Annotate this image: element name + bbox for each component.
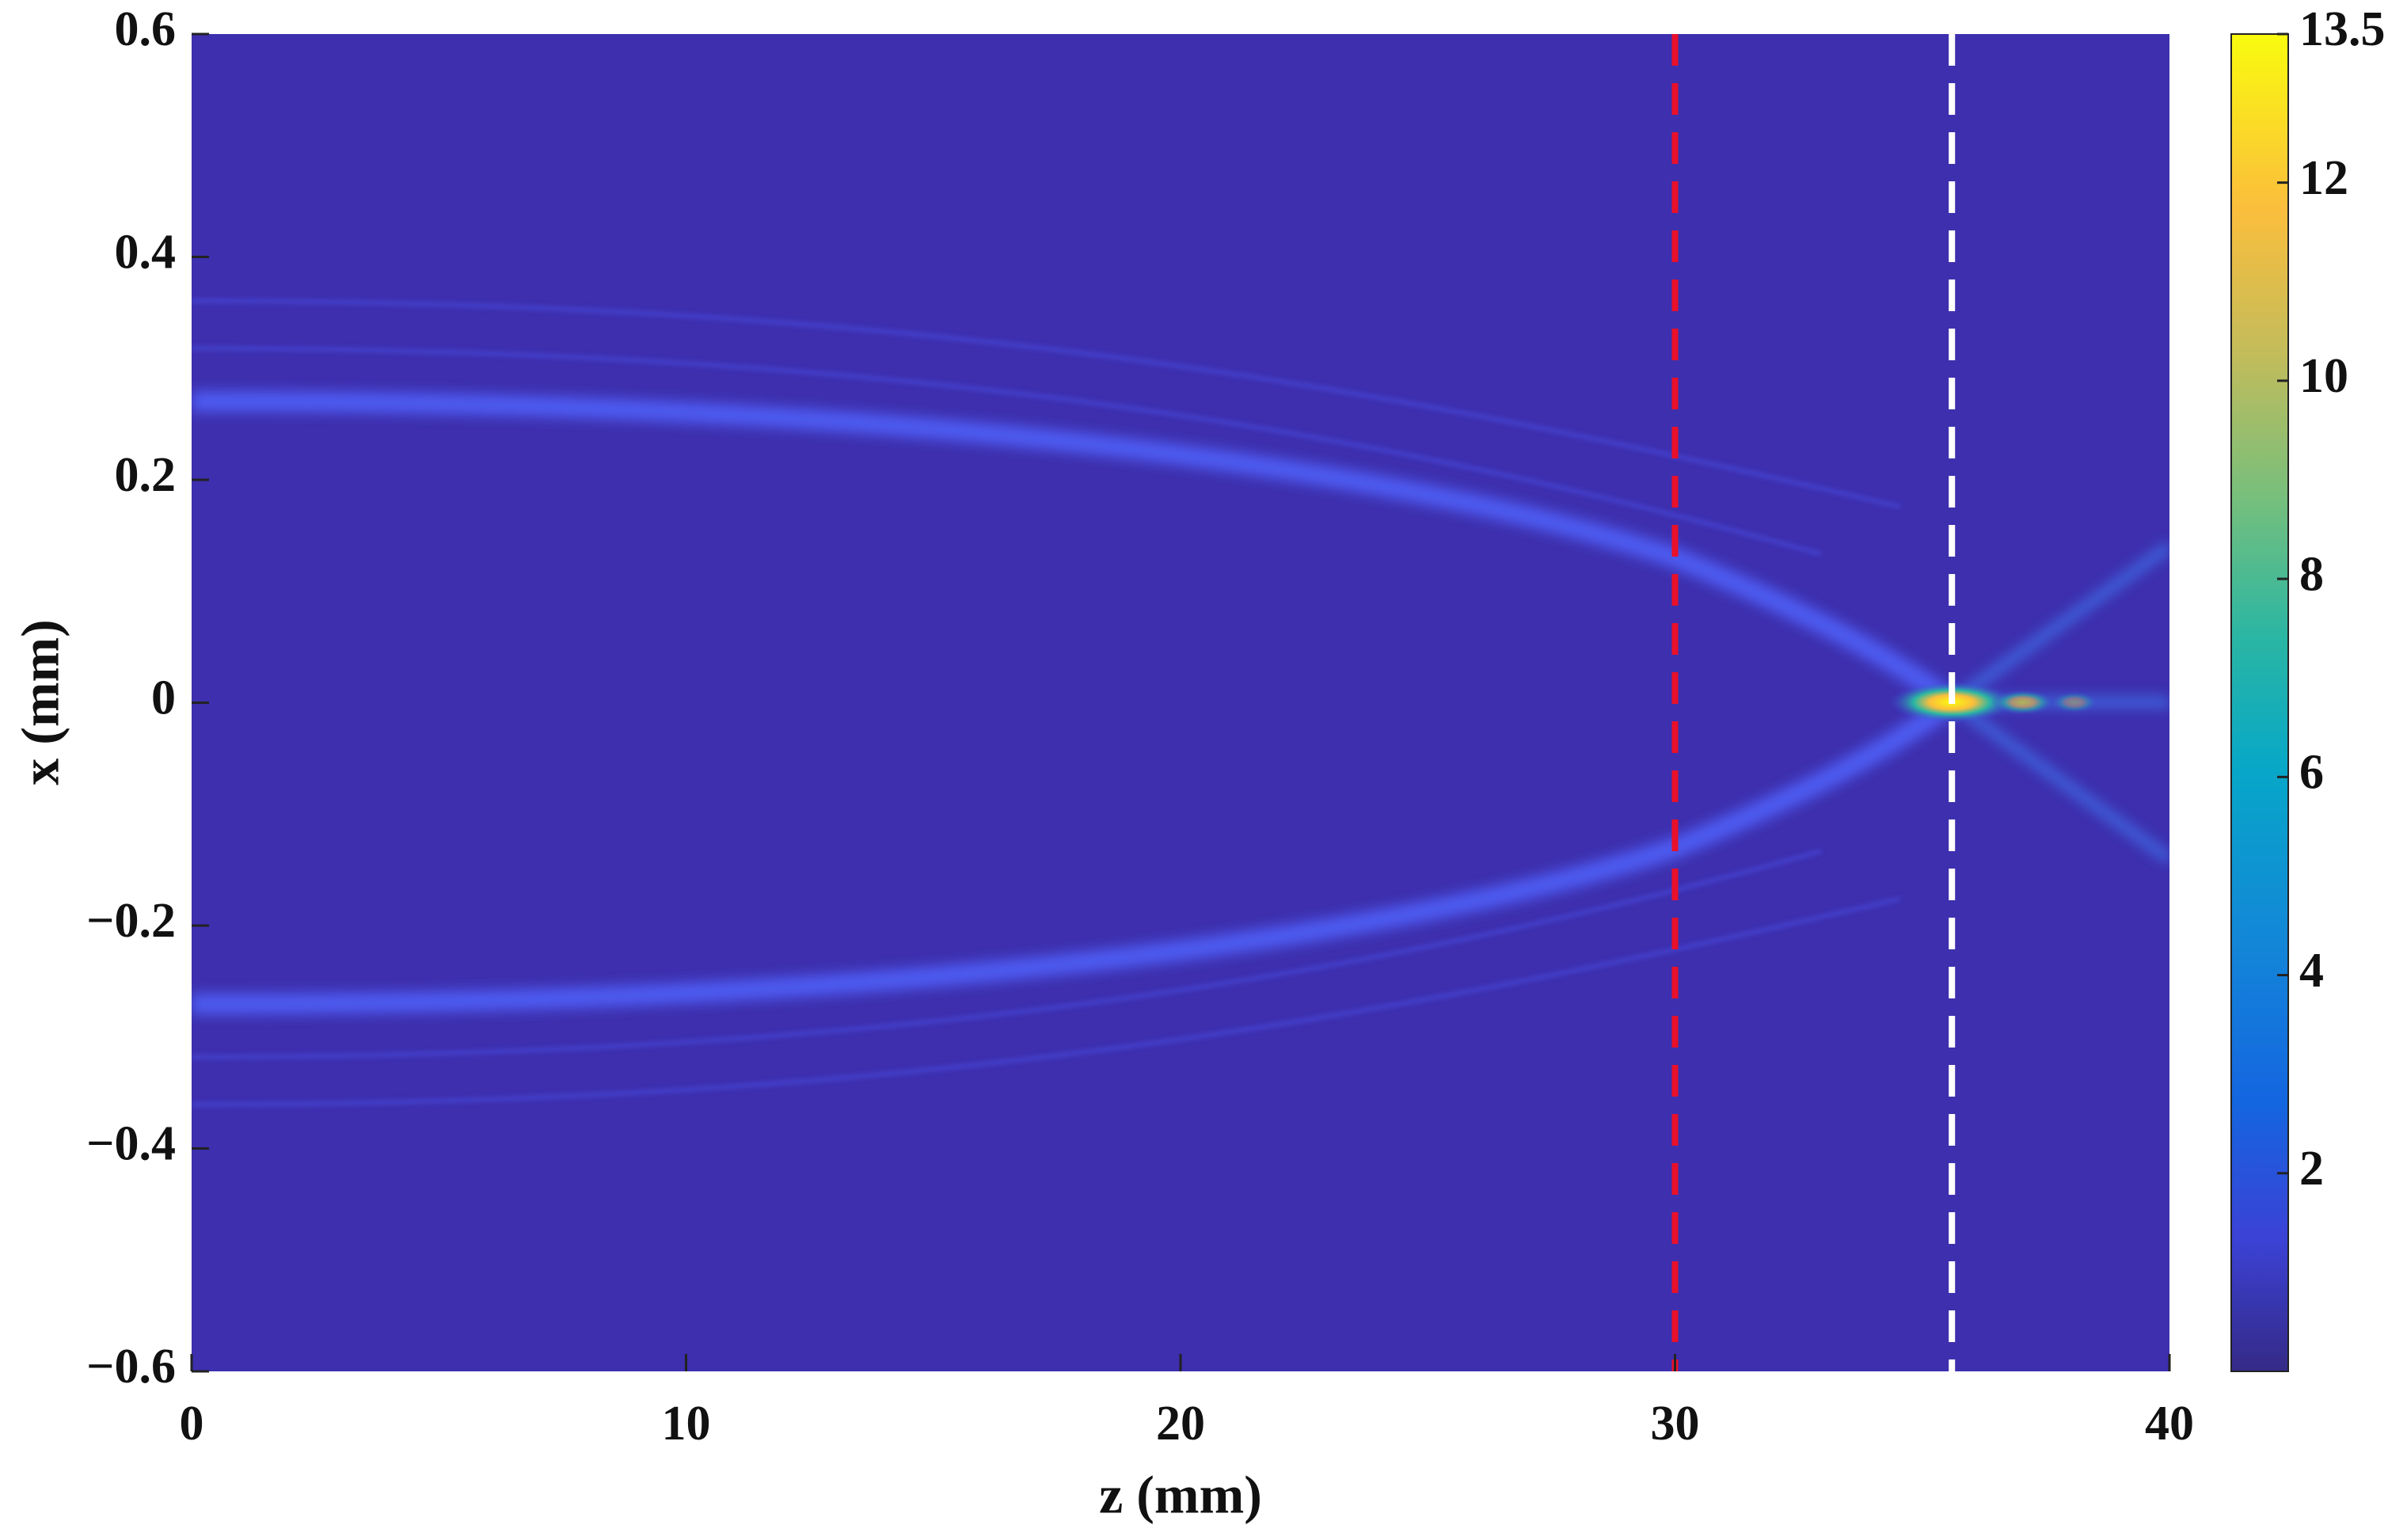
colorbar-tick-label: 2: [2299, 1142, 2324, 1196]
colorbar-tick-label: 10: [2299, 349, 2348, 403]
x-tick-label: 20: [1156, 1397, 1205, 1451]
y-tick-label: −0.6: [86, 1340, 176, 1394]
x-tick-label: 10: [662, 1397, 711, 1451]
colorbar-tick-label: 12: [2299, 151, 2348, 205]
colorbar-tick-label: 13.5: [2299, 2, 2386, 56]
y-tick-label: 0.6: [115, 2, 177, 56]
heatmap-field: [192, 34, 2169, 1371]
y-tick-label: 0.2: [115, 448, 177, 502]
colorbar: [2230, 33, 2289, 1372]
x-tick-label: 40: [2145, 1397, 2194, 1451]
y-tick-label: −0.2: [86, 894, 176, 948]
colorbar-tick-label: 4: [2299, 944, 2324, 998]
x-tick-label: 30: [1651, 1397, 1700, 1451]
y-tick-label: −0.4: [86, 1117, 176, 1171]
colorbar-tick-label: 6: [2299, 746, 2324, 800]
y-tick-label: 0: [151, 671, 176, 725]
y-tick-label: 0.4: [115, 226, 177, 279]
y-axis-label: x (mm): [10, 619, 70, 785]
x-axis-label: z (mm): [1099, 1465, 1262, 1525]
colorbar-tick-label: 8: [2299, 547, 2324, 601]
x-tick-label: 0: [180, 1397, 204, 1451]
